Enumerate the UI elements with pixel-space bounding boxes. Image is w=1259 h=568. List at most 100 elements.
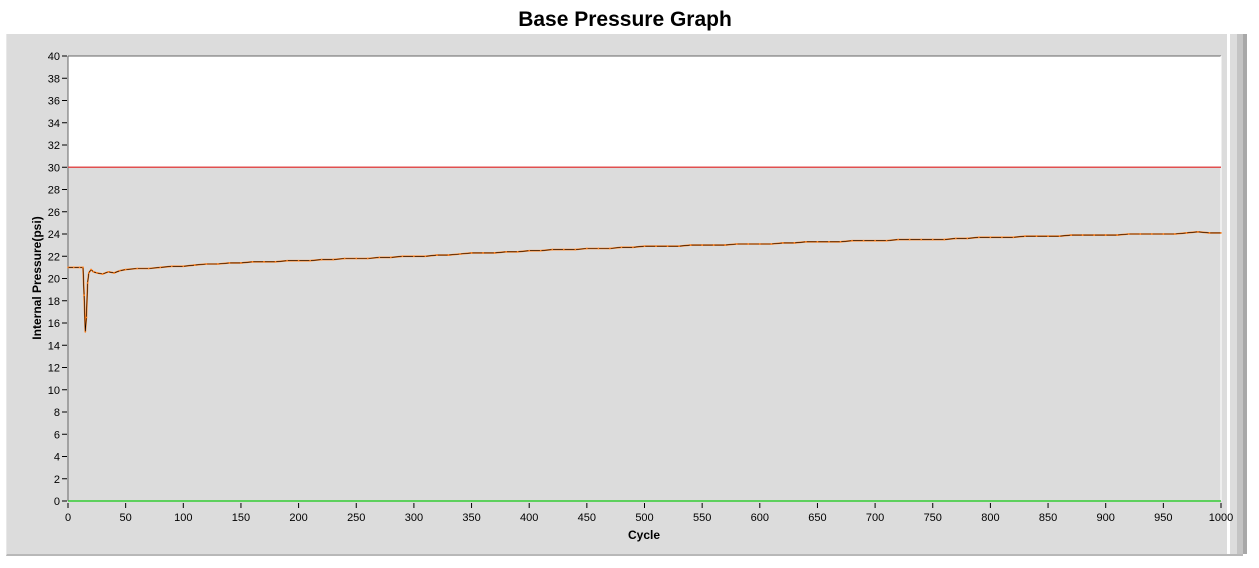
plot-area-below-limit [68, 167, 1221, 501]
data-point [770, 243, 773, 245]
data-point [482, 252, 484, 254]
chart-title: Base Pressure Graph [518, 8, 732, 31]
data-point [424, 255, 427, 258]
data-point [931, 238, 934, 241]
data-point [897, 238, 899, 241]
data-point [85, 316, 88, 319]
data-point [136, 267, 138, 270]
y-tick-label: 6 [54, 429, 60, 441]
data-point [689, 244, 692, 246]
data-point [701, 244, 703, 246]
data-point [851, 239, 853, 242]
y-tick-label: 18 [48, 296, 60, 308]
data-point [539, 249, 542, 252]
data-point [597, 247, 600, 250]
data-point [666, 245, 669, 248]
data-point [908, 238, 911, 241]
data-point [297, 259, 300, 262]
data-point [320, 258, 323, 261]
data-point [332, 258, 334, 261]
x-tick-label: 900 [1097, 512, 1115, 524]
data-point [366, 257, 369, 260]
data-point [816, 240, 819, 243]
x-tick-label: 500 [635, 512, 653, 524]
data-point [493, 252, 496, 254]
data-point [920, 238, 923, 241]
data-point [528, 249, 530, 252]
data-point [1139, 233, 1142, 235]
pressure-series-trace [68, 231, 1221, 332]
data-point [159, 266, 162, 269]
data-point [119, 269, 121, 272]
data-point [505, 251, 507, 253]
data-point [194, 264, 196, 266]
x-tick-label: 550 [693, 512, 711, 524]
data-point [228, 262, 231, 264]
data-point [828, 240, 830, 243]
data-point [1035, 235, 1038, 238]
data-point [78, 266, 81, 269]
data-point [147, 267, 150, 270]
data-point [586, 247, 588, 250]
x-tick-label: 750 [924, 512, 942, 524]
data-point [1024, 235, 1026, 238]
data-point [436, 254, 438, 256]
y-tick-label: 32 [48, 140, 60, 152]
data-point [286, 259, 288, 262]
x-tick-label: 700 [866, 512, 884, 524]
data-point [378, 256, 381, 259]
data-point [782, 242, 784, 244]
y-tick-label: 12 [48, 363, 60, 375]
data-point [447, 254, 450, 256]
graph-edge [1227, 34, 1247, 554]
y-tick-label: 0 [54, 496, 60, 508]
data-point [86, 282, 89, 284]
data-point [1081, 234, 1084, 236]
x-tick-label: 0 [65, 512, 71, 524]
data-point [343, 257, 346, 260]
y-tick-label: 10 [48, 385, 60, 397]
data-point [96, 272, 98, 274]
data-point [459, 253, 461, 255]
data-point [955, 237, 957, 240]
data-point [943, 238, 946, 241]
y-axis-label: Internal Pressure(psi) [30, 216, 44, 339]
x-tick-label: 350 [462, 512, 480, 524]
data-point [182, 265, 185, 268]
x-tick-label: 200 [289, 512, 307, 524]
y-tick-label: 22 [48, 251, 60, 263]
data-point [309, 259, 311, 262]
data-point [1001, 236, 1003, 239]
data-point [1070, 234, 1072, 236]
data-point [72, 266, 75, 269]
data-point [643, 245, 646, 248]
data-point [263, 261, 265, 263]
y-tick-label: 38 [48, 73, 60, 85]
data-point [1185, 232, 1188, 234]
plot-area-above-limit [68, 56, 1221, 168]
data-point [107, 271, 110, 273]
data-point [966, 237, 969, 240]
data-point [609, 247, 611, 250]
y-tick-label: 2 [54, 474, 60, 486]
y-tick-label: 34 [48, 118, 60, 130]
data-point [82, 266, 84, 269]
data-point [793, 242, 796, 244]
y-tick-label: 30 [48, 162, 60, 174]
data-point [240, 262, 242, 264]
data-point [632, 246, 634, 249]
x-tick-label: 100 [174, 512, 192, 524]
y-tick-label: 28 [48, 185, 60, 197]
data-point [678, 245, 680, 248]
data-point [274, 261, 277, 263]
x-tick-label: 150 [232, 512, 250, 524]
data-point [1151, 233, 1153, 235]
data-point [1104, 234, 1107, 236]
data-point [1058, 235, 1061, 238]
x-axis-label: Cycle [628, 528, 660, 542]
data-point [1116, 234, 1119, 236]
data-point [805, 240, 807, 243]
data-point [1127, 233, 1130, 235]
data-point [516, 251, 519, 253]
